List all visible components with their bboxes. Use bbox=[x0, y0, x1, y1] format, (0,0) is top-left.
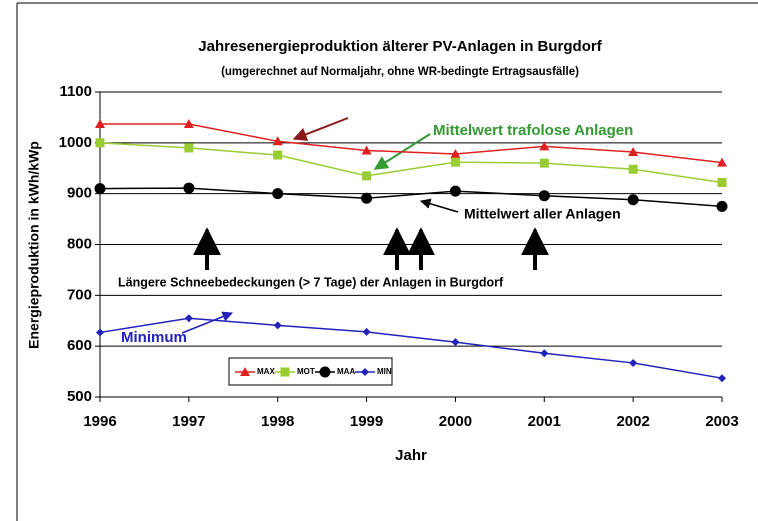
point bbox=[183, 119, 194, 129]
point bbox=[540, 349, 549, 358]
series-line bbox=[100, 123, 723, 164]
series-line bbox=[99, 142, 723, 184]
point bbox=[362, 327, 371, 336]
point bbox=[361, 192, 373, 204]
point bbox=[361, 145, 372, 155]
point bbox=[450, 157, 460, 167]
point bbox=[273, 150, 283, 160]
arrow bbox=[181, 311, 233, 334]
annotation: Längere Schneebedeckungen (> 7 Tage) der… bbox=[118, 275, 504, 289]
x-tick-label: 2001 bbox=[528, 413, 561, 430]
legend-label: MOT bbox=[297, 367, 315, 376]
y-tick-label: 800 bbox=[67, 235, 92, 252]
arrow bbox=[419, 198, 459, 213]
point bbox=[96, 328, 104, 337]
point bbox=[539, 141, 550, 151]
point bbox=[717, 157, 727, 167]
point bbox=[183, 182, 195, 194]
series-line bbox=[99, 317, 723, 379]
legend-label: MIN bbox=[377, 367, 392, 376]
point bbox=[628, 164, 638, 174]
point bbox=[184, 143, 194, 153]
y-tick-label: 1100 bbox=[59, 83, 92, 100]
point bbox=[451, 338, 460, 347]
point bbox=[272, 136, 283, 146]
legend-label: MAA bbox=[337, 367, 355, 376]
point bbox=[273, 321, 282, 330]
y-tick-label: 600 bbox=[67, 337, 92, 354]
legend-marker bbox=[319, 366, 331, 378]
y-tick-label: 500 bbox=[67, 388, 92, 405]
y-tick-label: 700 bbox=[67, 286, 92, 303]
point bbox=[272, 188, 284, 200]
point bbox=[716, 200, 728, 212]
annotation: Minimum bbox=[121, 329, 187, 346]
point bbox=[538, 190, 550, 202]
chart-title: Jahresenergieproduktion älterer PV-Anlag… bbox=[198, 38, 602, 55]
x-axis-label: Jahr bbox=[395, 447, 427, 464]
arrows bbox=[181, 117, 549, 334]
x-tick-label: 1997 bbox=[172, 413, 205, 430]
chart-subtitle: (umgerechnet auf Normaljahr, ohne WR-bed… bbox=[221, 66, 579, 78]
x-tick-label: 1998 bbox=[261, 413, 294, 430]
point bbox=[629, 358, 638, 367]
point bbox=[718, 374, 726, 383]
point bbox=[450, 149, 461, 159]
point bbox=[362, 171, 372, 181]
series-line bbox=[99, 187, 723, 208]
point bbox=[449, 185, 461, 197]
x-tick-label: 2003 bbox=[705, 413, 738, 430]
arrow bbox=[292, 117, 349, 141]
x-tick-label: 1999 bbox=[350, 413, 383, 430]
x-tick-label: 2000 bbox=[439, 413, 472, 430]
legend-marker bbox=[361, 368, 369, 376]
legend-label: MAX bbox=[257, 367, 275, 376]
y-tick-label: 1000 bbox=[59, 134, 92, 151]
point bbox=[95, 138, 105, 148]
y-tick-label: 900 bbox=[67, 185, 92, 202]
point bbox=[539, 158, 549, 168]
legend-marker bbox=[280, 367, 290, 377]
point bbox=[95, 119, 105, 129]
point bbox=[627, 194, 639, 206]
annotation: Mittelwert aller Anlagen bbox=[464, 206, 621, 222]
point bbox=[94, 183, 106, 195]
y-axis-label: Energieproduktion in kWh/kWp bbox=[26, 141, 42, 349]
legend-marker bbox=[240, 367, 250, 376]
point bbox=[628, 146, 639, 156]
point bbox=[717, 177, 727, 187]
annotation: Mittelwert trafolose Anlagen bbox=[433, 122, 633, 139]
x-tick-label: 1996 bbox=[83, 413, 116, 430]
x-tick-label: 2002 bbox=[616, 413, 649, 430]
point bbox=[184, 314, 193, 323]
